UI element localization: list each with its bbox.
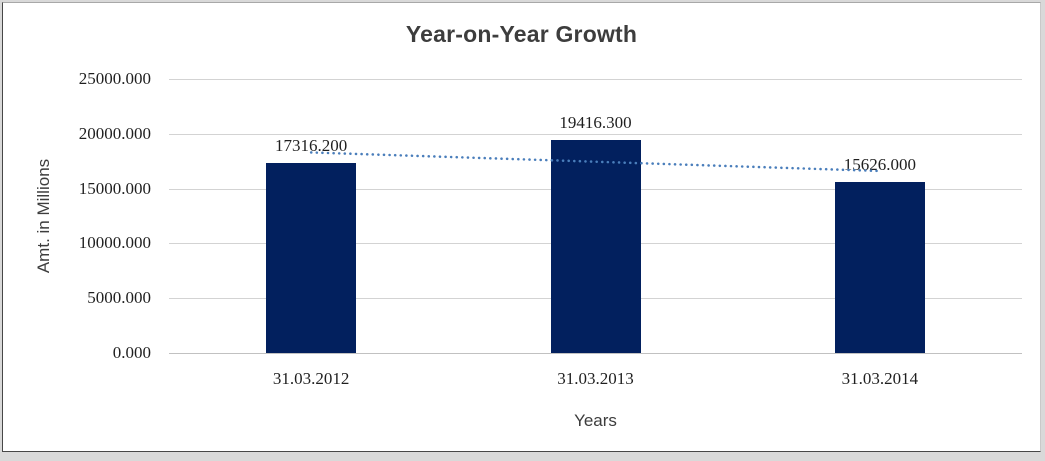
bar-31.03.2013 (550, 140, 641, 353)
x-tick-label: 31.03.2014 (841, 369, 919, 388)
x-axis-title: Years (574, 411, 617, 430)
y-tick-label: 25000.000 (78, 69, 151, 88)
y-tick-label: 20000.000 (78, 123, 151, 143)
x-tick-label: 31.03.2012 (272, 369, 350, 388)
x-axis-line (169, 353, 1022, 354)
bar-31.03.2012 (266, 163, 357, 353)
chart-frame: Year-on-Year Growth Amt. in Millions 173… (2, 2, 1041, 452)
y-tick-label: 5000.000 (87, 288, 151, 308)
y-tick-label: 0.000 (112, 343, 151, 362)
trendline (309, 151, 882, 173)
y-axis-title: Amt. in Millions (34, 158, 53, 274)
bar-31.03.2014 (834, 181, 925, 353)
bar-value-label: 15626.000 (843, 154, 916, 174)
y-tick-label: 10000.000 (78, 233, 151, 253)
gridline (169, 79, 1022, 80)
plot-area: 17316.200 19416.300 15626.000 (169, 79, 1022, 354)
chart-title: Year-on-Year Growth (405, 21, 638, 47)
x-tick-label: 31.03.2013 (557, 369, 634, 388)
bar-value-label: 19416.300 (559, 113, 632, 133)
y-tick-label: 15000.000 (78, 178, 151, 198)
gridline (169, 134, 1022, 135)
bar-value-label: 17316.200 (275, 136, 348, 156)
